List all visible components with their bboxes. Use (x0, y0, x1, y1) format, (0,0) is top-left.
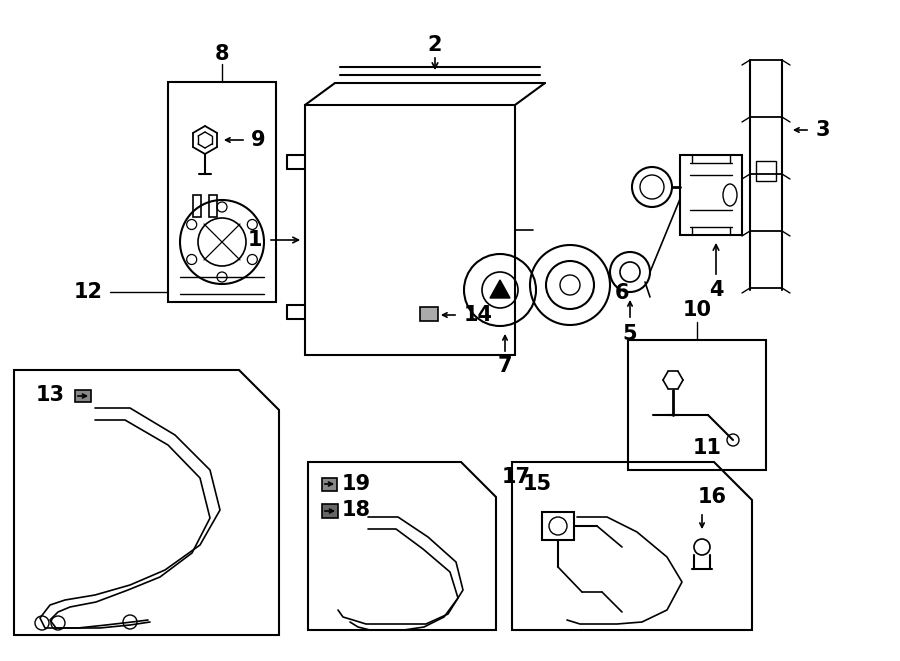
Text: 10: 10 (682, 300, 712, 320)
Text: 8: 8 (215, 44, 230, 64)
Text: 16: 16 (698, 487, 726, 507)
Text: 19: 19 (341, 474, 371, 494)
Text: 15: 15 (522, 474, 552, 494)
Bar (322, 504, 338, 518)
Bar (209, 195, 217, 217)
Text: 2: 2 (428, 35, 442, 55)
Text: 3: 3 (815, 120, 830, 140)
Text: 14: 14 (464, 305, 492, 325)
Text: 4: 4 (709, 280, 724, 300)
Text: 18: 18 (341, 500, 371, 520)
Text: 9: 9 (251, 130, 266, 150)
Bar (193, 195, 201, 217)
Bar (680, 155, 742, 235)
Text: 13: 13 (35, 385, 65, 405)
Polygon shape (490, 280, 510, 298)
Text: 12: 12 (74, 282, 103, 302)
Bar (628, 340, 766, 470)
Bar (168, 82, 276, 302)
Text: 1: 1 (248, 230, 262, 250)
Text: 6: 6 (615, 283, 629, 303)
Bar (322, 478, 337, 491)
Text: 17: 17 (501, 467, 530, 487)
Bar (420, 307, 438, 321)
Text: 11: 11 (692, 438, 722, 458)
Bar (305, 105, 515, 355)
Text: 5: 5 (623, 324, 637, 344)
Bar (542, 512, 574, 540)
Bar (756, 161, 776, 181)
Text: 7: 7 (498, 356, 512, 376)
Bar (75, 390, 91, 402)
